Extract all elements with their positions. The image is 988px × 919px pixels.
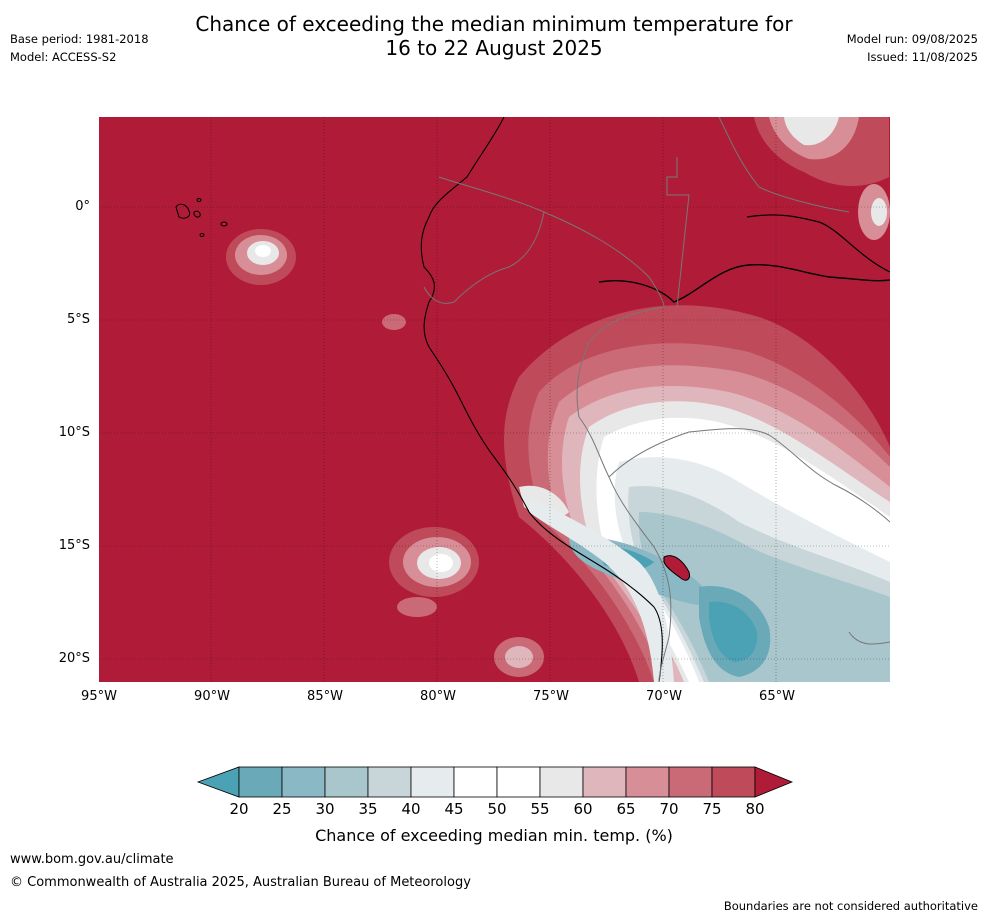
- shading-region-south: [504, 305, 890, 682]
- footer-copyright: © Commonwealth of Australia 2025, Austra…: [10, 875, 471, 890]
- model-name: Model: ACCESS-S2: [10, 50, 117, 64]
- colorbar-tick-75: 75: [702, 800, 722, 818]
- lat-label-5s: 5°S: [66, 312, 90, 327]
- amazon-river: [598, 264, 890, 303]
- lon-label-70w: 70°W: [646, 689, 682, 704]
- colorbar-tick-70: 70: [659, 800, 679, 818]
- colorbar-tick-45: 45: [444, 800, 464, 818]
- lon-label-85w: 85°W: [307, 689, 343, 704]
- colorbar-tick-25: 25: [272, 800, 292, 818]
- model-run: Model run: 09/08/2025: [846, 32, 978, 46]
- meta-left: Base period: 1981-2018 Model: ACCESS-S2: [10, 30, 149, 66]
- colorbar-30-35: [324, 766, 369, 798]
- title-line-2: 16 to 22 August 2025: [385, 36, 603, 60]
- colorbar-tick-60: 60: [573, 800, 593, 818]
- colorbar-55-60: [539, 766, 584, 798]
- chart-title: Chance of exceeding the median minimum t…: [0, 12, 988, 60]
- colorbar-below-20: [196, 766, 240, 798]
- coastline: [420, 117, 663, 682]
- colorbar-45-50: [453, 766, 498, 798]
- shading-blob-offshore-south: [389, 527, 479, 597]
- shading-blob-small: [382, 314, 544, 677]
- footer-site-link[interactable]: www.bom.gov.au/climate: [10, 852, 174, 867]
- colorbar-tick-65: 65: [616, 800, 636, 818]
- lon-label-75w: 75°W: [533, 689, 569, 704]
- title-line-1: Chance of exceeding the median minimum t…: [195, 12, 793, 36]
- issued-date: Issued: 11/08/2025: [867, 50, 978, 64]
- shading-northeast: [754, 117, 890, 240]
- colorbar-tick-55: 55: [530, 800, 550, 818]
- country-borders: [423, 117, 890, 682]
- colorbar-label: Chance of exceeding median min. temp. (%…: [315, 826, 673, 845]
- lat-label-15s: 15°S: [58, 538, 90, 553]
- colorbar: [196, 765, 796, 805]
- probability-map: [99, 117, 890, 682]
- colorbar-35-40: [367, 766, 412, 798]
- colorbar-50-55: [496, 766, 541, 798]
- shading-coastal-strip: [529, 497, 674, 682]
- lat-label-10s: 10°S: [58, 425, 90, 440]
- colorbar-tick-30: 30: [315, 800, 335, 818]
- upper-river: [746, 214, 890, 273]
- colorbar-20-25: [238, 766, 283, 798]
- colorbar-25-30: [281, 766, 326, 798]
- lon-label-95w: 95°W: [81, 689, 117, 704]
- colorbar-swatches: [196, 766, 794, 798]
- lon-label-65w: 65°W: [759, 689, 795, 704]
- footer-disclaimer: Boundaries are not considered authoritat…: [723, 899, 978, 913]
- map-panel: [99, 117, 890, 682]
- colorbar-60-65: [582, 766, 627, 798]
- colorbar-tick-20: 20: [229, 800, 249, 818]
- lon-label-80w: 80°W: [420, 689, 456, 704]
- meta-right: Model run: 09/08/2025 Issued: 11/08/2025: [847, 30, 978, 66]
- colorbar-tick-50: 50: [487, 800, 507, 818]
- gridlines: [99, 117, 890, 682]
- colorbar-tick-40: 40: [401, 800, 421, 818]
- lat-label-20s: 20°S: [58, 651, 90, 666]
- shading-blob-galapagos: [226, 229, 296, 285]
- colorbar-75-80: [711, 766, 756, 798]
- colorbar-40-45: [410, 766, 455, 798]
- colorbar-tick-35: 35: [358, 800, 378, 818]
- lake-titicaca: [663, 555, 690, 581]
- lon-label-90w: 90°W: [194, 689, 230, 704]
- colorbar-65-70: [625, 766, 670, 798]
- galapagos-islands: [175, 198, 228, 237]
- base-period: Base period: 1981-2018: [10, 32, 149, 46]
- colorbar-70-75: [668, 766, 713, 798]
- colorbar-tick-80: 80: [745, 800, 765, 818]
- lat-label-0: 0°: [75, 199, 90, 214]
- colorbar-above-80: [754, 766, 794, 798]
